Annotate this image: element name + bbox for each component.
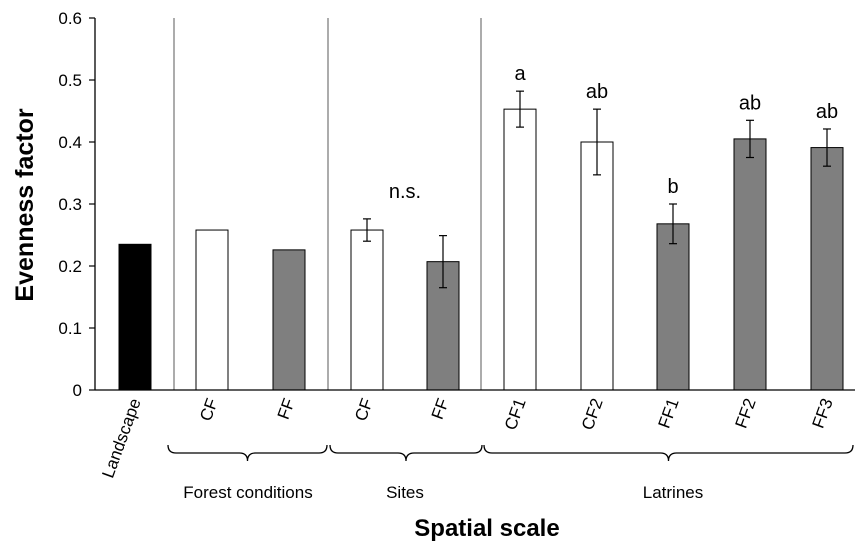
y-tick-label: 0.6 bbox=[58, 9, 82, 28]
significance-label: b bbox=[667, 176, 678, 198]
group-label: Sites bbox=[386, 483, 424, 502]
y-tick-label: 0.4 bbox=[58, 133, 82, 152]
bar bbox=[350, 229, 384, 391]
y-axis-title: Evenness factor bbox=[11, 108, 39, 301]
category-label: FF2 bbox=[732, 396, 760, 431]
significance-label: ab bbox=[739, 92, 761, 114]
group-label: Latrines bbox=[643, 483, 703, 502]
group-brackets: Forest conditions Sites Latrines bbox=[167, 444, 854, 502]
x-axis-title: Spatial scale bbox=[414, 515, 559, 542]
significance-label: n.s. bbox=[389, 181, 421, 203]
y-tick-label: 0 bbox=[73, 381, 82, 400]
bars bbox=[118, 108, 844, 391]
category-labels: Landscape CF FF CF FF CF1 CF2 FF1 FF2 FF3 bbox=[98, 396, 836, 481]
error-bar bbox=[363, 218, 371, 242]
category-label: CF2 bbox=[578, 396, 607, 433]
significance-labels: n.s. a ab b ab ab bbox=[389, 63, 838, 203]
error-bar bbox=[439, 235, 447, 289]
group-bracket bbox=[483, 444, 854, 462]
bar bbox=[195, 229, 229, 391]
group-bracket bbox=[167, 444, 328, 462]
bar bbox=[272, 249, 306, 391]
category-label: CF bbox=[351, 396, 377, 424]
category-label: CF1 bbox=[501, 396, 530, 433]
bar bbox=[733, 138, 767, 391]
significance-label: ab bbox=[586, 81, 608, 103]
y-tick-label: 0.1 bbox=[58, 319, 82, 338]
group-bracket bbox=[329, 444, 483, 462]
error-bar bbox=[516, 90, 524, 128]
y-tick-label: 0.2 bbox=[58, 257, 82, 276]
significance-label: ab bbox=[816, 101, 838, 123]
bar bbox=[118, 243, 152, 391]
error-bar bbox=[823, 128, 831, 167]
category-label: FF1 bbox=[655, 396, 683, 431]
y-tick-label: 0.5 bbox=[58, 71, 82, 90]
error-bar bbox=[746, 119, 754, 159]
category-label: FF bbox=[428, 396, 453, 422]
bar bbox=[503, 108, 537, 391]
significance-label: a bbox=[514, 63, 526, 85]
group-separators bbox=[173, 18, 482, 390]
category-label: CF bbox=[196, 396, 222, 424]
y-ticks: 0 0.1 0.2 0.3 0.4 0.5 0.6 bbox=[58, 9, 95, 400]
error-bar bbox=[593, 108, 601, 176]
error-bars bbox=[363, 90, 831, 289]
error-bar bbox=[669, 203, 677, 245]
category-label: Landscape bbox=[98, 396, 144, 481]
bar bbox=[810, 147, 844, 391]
bar bbox=[580, 141, 614, 391]
category-label: FF bbox=[274, 396, 299, 422]
category-label: FF3 bbox=[809, 396, 837, 431]
y-tick-label: 0.3 bbox=[58, 195, 82, 214]
group-label: Forest conditions bbox=[183, 483, 312, 502]
bar bbox=[656, 223, 690, 391]
